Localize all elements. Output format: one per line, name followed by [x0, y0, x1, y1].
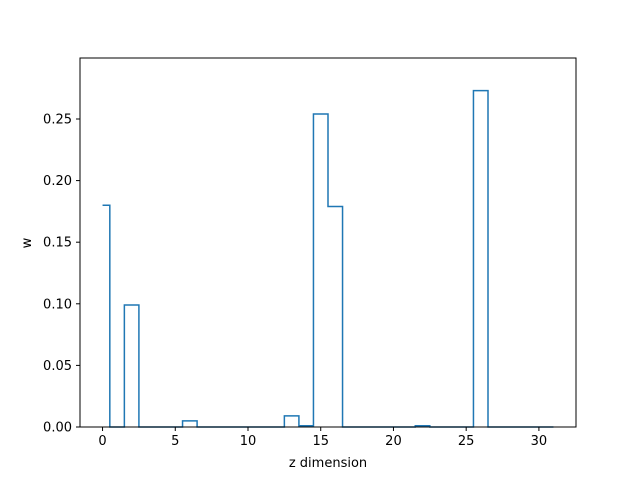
x-axis-label: z dimension — [289, 456, 367, 471]
y-axis: 0.00 0.05 0.10 0.15 0.20 0.25 — [43, 112, 80, 436]
x-tick-label: 0 — [98, 434, 106, 449]
x-tick-label: 5 — [171, 434, 179, 449]
y-tick-label: 0.15 — [43, 236, 72, 251]
y-tick-label: 0.00 — [43, 421, 72, 436]
y-tick-label: 0.20 — [43, 174, 72, 189]
x-tick-label: 25 — [458, 434, 475, 449]
x-tick-label: 30 — [531, 434, 548, 449]
x-tick-label: 10 — [240, 434, 257, 449]
x-tick-label: 15 — [312, 434, 329, 449]
x-tick-label: 20 — [385, 434, 402, 449]
y-tick-label: 0.25 — [43, 112, 72, 127]
y-tick-label: 0.05 — [43, 359, 72, 374]
axes-frame — [79, 57, 577, 428]
x-axis: 0 5 10 15 20 25 30 — [98, 427, 547, 449]
y-axis-label: w — [20, 237, 35, 248]
y-tick-label: 0.10 — [43, 297, 72, 312]
